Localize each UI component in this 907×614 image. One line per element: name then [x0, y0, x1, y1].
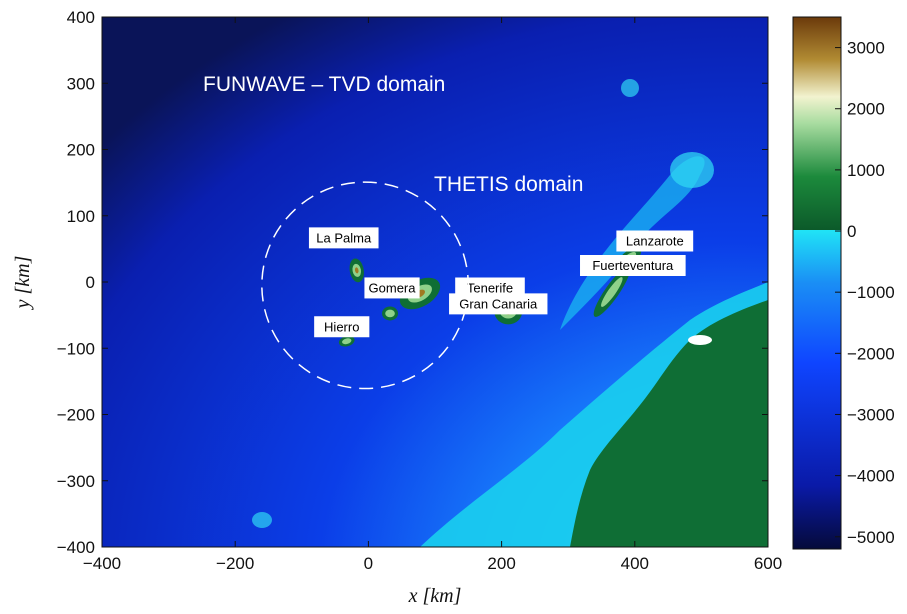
y-tick-label: 300	[67, 74, 95, 93]
island-label-box	[308, 227, 379, 249]
colorbar-axis: 3000 2000 1000 0 −1000 −2000 −3000 −4000 −5000	[835, 39, 895, 547]
island	[593, 267, 630, 317]
island-labels-layer: La Palma Tenerife Gomera Hierro Gran Canaria…	[308, 227, 694, 338]
x-tick-label: 600	[754, 554, 782, 573]
plot-area	[102, 17, 768, 547]
y-tick-label: −200	[57, 406, 95, 425]
thetis-domain-circle	[261, 181, 470, 390]
island-label: Fuerteventura	[592, 258, 674, 273]
y-axis-label: y [km]	[12, 256, 34, 311]
island-label: Lanzarote	[626, 234, 684, 249]
colorbar-tick-label: 2000	[847, 100, 885, 119]
island-label-box	[364, 277, 420, 299]
island-highland	[385, 309, 395, 318]
funwave-domain-label: FUNWAVE – TVD domain	[203, 73, 445, 96]
colorbar-tick-label: 0	[847, 222, 856, 241]
colorbar-tick-label: 1000	[847, 161, 885, 180]
y-tick-label: −300	[57, 472, 95, 491]
colorbar-tick-label: −1000	[847, 283, 895, 302]
island-peak	[354, 267, 359, 274]
seamount-shelf	[252, 512, 272, 528]
y-tick-label: 100	[67, 207, 95, 226]
colorbar	[792, 16, 842, 550]
island-label-box	[580, 255, 686, 276]
island-label-box	[616, 230, 694, 252]
seamount-shelf	[621, 79, 639, 97]
island-label: Hierro	[324, 319, 359, 334]
island-label: La Palma	[316, 230, 372, 245]
y-tick-label: −400	[57, 538, 95, 557]
y-tick-label: 200	[67, 141, 95, 160]
x-axis-label: x [km]	[408, 585, 462, 607]
island-label-box	[449, 293, 548, 315]
seamount-shelf	[670, 152, 714, 188]
island-label: Gran Canaria	[459, 296, 538, 311]
island-label-box	[455, 277, 525, 299]
coastal-lagoon	[688, 335, 712, 345]
island-label: Tenerife	[467, 281, 513, 296]
island-highland	[342, 338, 352, 345]
colorbar-tick-label: −3000	[847, 405, 895, 424]
africa-coast	[570, 300, 768, 547]
y-tick-label: 0	[86, 273, 95, 292]
island-label: Gomera	[369, 280, 417, 295]
island	[382, 306, 399, 321]
island-highland	[601, 277, 623, 307]
y-tick-label: 400	[67, 8, 95, 27]
x-tick-label: −400	[83, 554, 121, 573]
thetis-domain-label: THETIS domain	[434, 173, 583, 196]
island	[349, 258, 364, 283]
y-tick-label: −100	[57, 339, 95, 358]
island	[338, 335, 355, 347]
colorbar-tick-label: −5000	[847, 528, 895, 547]
colorbar-tick-label: −2000	[847, 344, 895, 363]
x-tick-label: 400	[621, 554, 649, 573]
island-label-box	[314, 316, 370, 338]
x-axis: −400 −200 0 200 400 600	[83, 17, 782, 573]
x-tick-label: 0	[364, 554, 373, 573]
x-tick-label: −200	[216, 554, 254, 573]
colorbar-tick-label: 3000	[847, 39, 885, 58]
x-tick-label: 200	[487, 554, 515, 573]
colorbar-tick-label: −4000	[847, 467, 895, 486]
y-axis: 400 300 200 100 0 −100 −200 −300 −400	[57, 8, 768, 557]
